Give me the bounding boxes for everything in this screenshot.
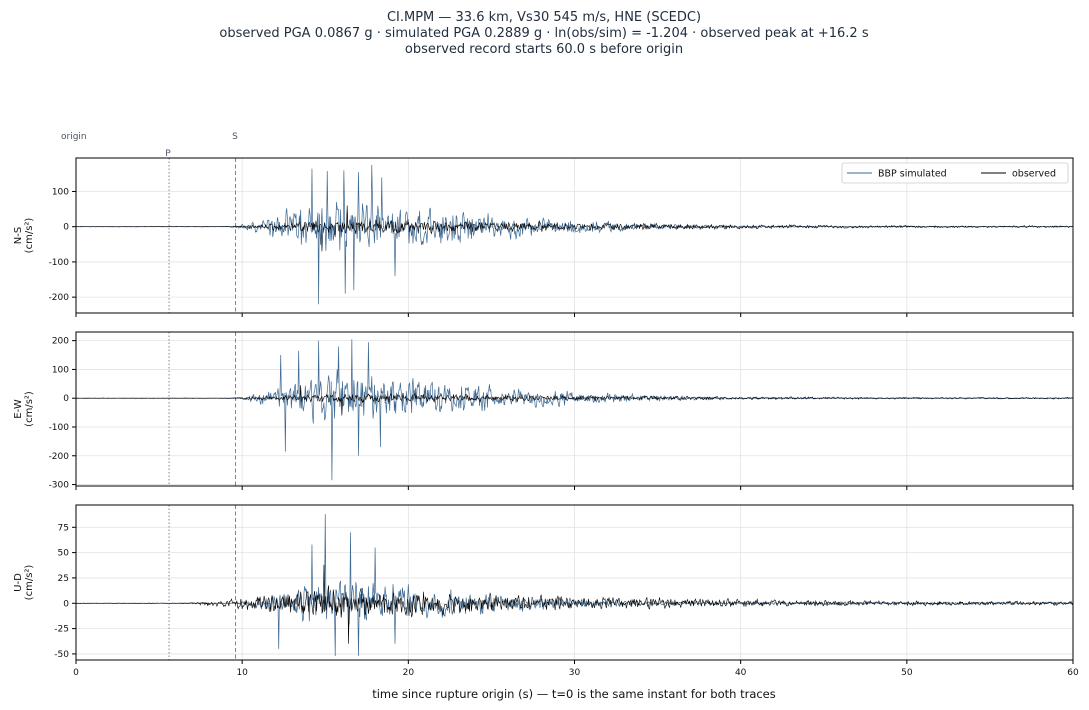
title-line-1: CI.MPM — 33.6 km, Vs30 545 m/s, HNE (SCE… (387, 10, 701, 25)
y-tick-label: -100 (49, 423, 70, 433)
y-tick-label: 200 (52, 337, 69, 347)
observed-trace-u-d (76, 564, 1073, 644)
y-tick-label: -100 (49, 258, 70, 268)
panels: -200-1000100N-S(cm/s²)-300-200-100010020… (13, 157, 1079, 678)
y-tick-label: 0 (63, 394, 69, 404)
y-tick-label: -300 (49, 481, 70, 491)
y-tick-label: -50 (54, 650, 69, 660)
y-tick-label: 0 (63, 223, 69, 233)
p-phase-label: P (165, 149, 171, 159)
y-tick-label: 50 (58, 549, 70, 559)
y-axis-label: N-S(cm/s²) (13, 218, 35, 254)
chart-title: CI.MPM — 33.6 km, Vs30 545 m/s, HNE (SCE… (219, 10, 868, 57)
y-tick-label: 100 (52, 187, 69, 197)
y-tick-label: 25 (58, 574, 69, 584)
panel-u-d: -50 -25 0 25 50 75 0 10 20 30 40 50 60 U-D(cm/s²) (13, 504, 1079, 678)
title-line-3: observed record starts 60.0 s before ori… (405, 42, 683, 57)
x-tick-label: 40 (735, 668, 747, 678)
legend-observed-label: observed (1012, 169, 1056, 180)
legend-box (841, 162, 1069, 184)
title-line-2: observed PGA 0.0867 g · simulated PGA 0.… (219, 26, 868, 41)
x-tick-label: 10 (236, 668, 248, 678)
legend-simulated-label: BBP simulated (878, 169, 947, 180)
panel-n-s: -200 -100 0 100 N-S(cm/s²) (13, 157, 1074, 317)
s-phase-label: S (232, 132, 238, 142)
legend: BBP simulated observed (841, 162, 1069, 184)
y-tick-label: -200 (49, 452, 70, 462)
x-tick-label: 60 (1067, 668, 1079, 678)
y-tick-label: 100 (52, 365, 69, 375)
x-tick-label: 50 (901, 668, 913, 678)
panel-e-w: -300 -200 -100 0 100 200 E-W(cm/s²) (13, 331, 1074, 491)
observed-trace-e-w (76, 385, 1073, 416)
x-axis-label: time since rupture origin (s) — t=0 is t… (372, 687, 776, 701)
y-tick-label: 75 (58, 523, 69, 533)
x-tick-label: 20 (403, 668, 415, 678)
simulated-trace-e-w (76, 339, 1073, 481)
y-tick-label: -25 (54, 625, 69, 635)
x-tick-label: 0 (73, 668, 79, 678)
y-tick-label: 0 (63, 599, 69, 609)
x-tick-label: 30 (569, 668, 581, 678)
y-tick-label: -200 (49, 293, 70, 303)
y-axis-label: U-D(cm/s²) (13, 565, 35, 601)
observed-trace-n-s (76, 205, 1073, 252)
origin-label: origin (61, 132, 87, 142)
y-axis-label: E-W(cm/s²) (13, 391, 35, 427)
